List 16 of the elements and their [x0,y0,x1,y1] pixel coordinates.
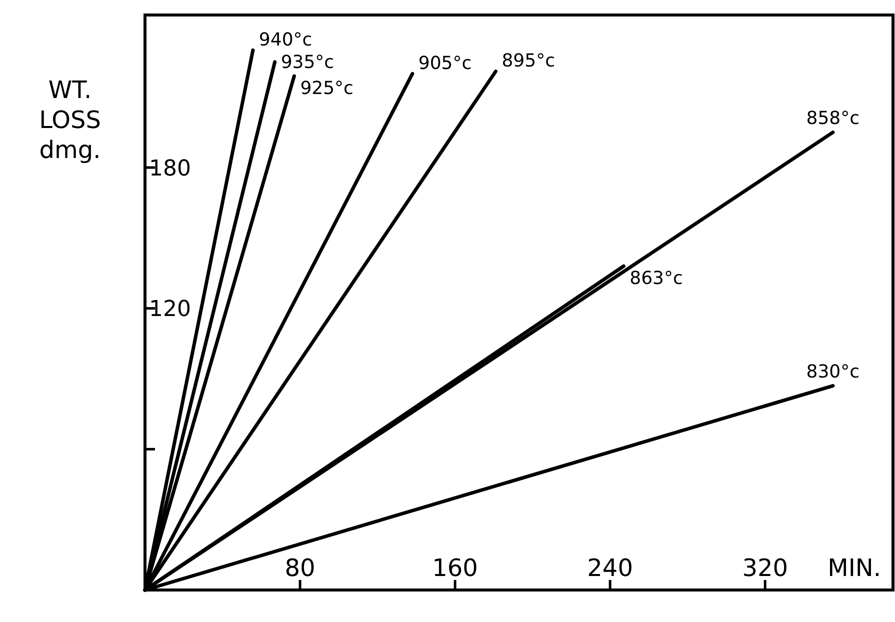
x-axis-title: MIN. [828,554,881,582]
x-tick-label: 80 [284,554,316,582]
series-label: 935°c [280,52,334,73]
y-tick-label: 120 [149,297,191,322]
series-label: 905°c [418,53,472,74]
series-label: 895°c [502,50,556,72]
series-label: 858°c [806,108,860,130]
series-label: 863°c [630,268,683,289]
series-label: 940°c [258,30,312,51]
y-tick-label: 180 [149,156,191,182]
x-tick-label: 320 [742,554,788,582]
x-tick-label: 160 [432,554,478,582]
series-label: 830°c [806,362,860,383]
series-label: 925°c [300,78,354,99]
x-tick-label: 240 [587,554,633,582]
y-axis-title: WT. LOSS dmg. [39,76,101,164]
